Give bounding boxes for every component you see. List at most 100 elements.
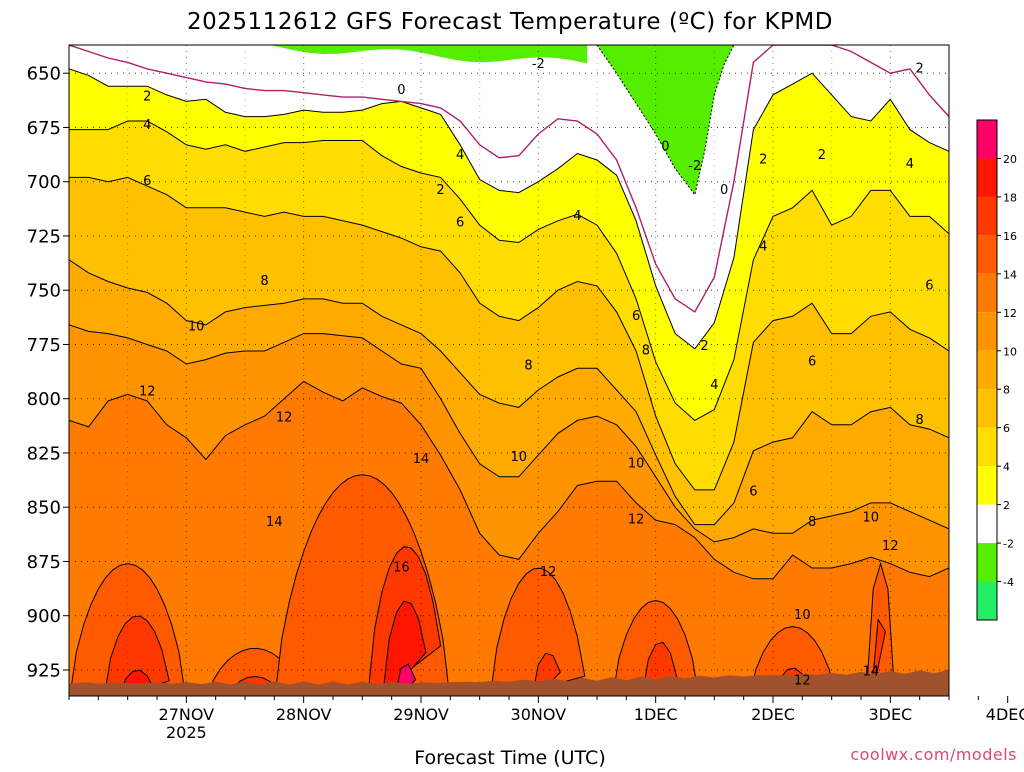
colorbar-swatch-0 xyxy=(977,120,997,159)
x-tick-label-0: 27NOV xyxy=(159,705,215,724)
y-tick-label-650: 650 xyxy=(27,64,61,85)
band-2-to-4 xyxy=(69,68,949,421)
contour-label-18: 12 xyxy=(276,411,293,426)
warm-cell-14c-10 xyxy=(489,567,586,696)
y-tick-label-675: 675 xyxy=(27,118,61,139)
contour-label-42: 12 xyxy=(882,539,899,554)
colorbar-label-3: 14 xyxy=(1003,268,1017,281)
y-tick-label-750: 750 xyxy=(27,281,61,302)
y-tick-label-700: 700 xyxy=(27,172,61,193)
band-8-to-10 xyxy=(69,259,949,542)
colorbar-swatch-5 xyxy=(977,312,997,351)
contour-label-38: 4 xyxy=(906,157,914,172)
chart-title: 2025112612 GFS Forecast Temperature (ºC)… xyxy=(187,9,833,35)
y-tick-label-725: 725 xyxy=(27,226,61,247)
contour-label-17: 12 xyxy=(139,385,156,400)
colorbar-swatch-10 xyxy=(977,504,997,544)
colorbar-swatch-9 xyxy=(977,466,997,505)
colorbar-label-7: 6 xyxy=(1003,422,1010,435)
contour-label-6: 2 xyxy=(818,148,826,163)
credit-link[interactable]: coolwx.com/models xyxy=(850,745,1017,764)
contour-label-13: 6 xyxy=(456,215,464,230)
contour-label-39: 6 xyxy=(925,278,933,293)
contour-label-19: 8 xyxy=(524,359,532,374)
x-tick-label-1: 28NOV xyxy=(276,705,332,724)
contour-label-31: 6 xyxy=(749,485,757,500)
contour-label-26: 16 xyxy=(393,560,410,575)
contour-label-11: 2 xyxy=(436,183,444,198)
contour-label-2: -2 xyxy=(532,57,545,72)
contour-label-24: 14 xyxy=(413,452,430,467)
isotherm-8c xyxy=(69,259,949,526)
colorbar-swatch-7 xyxy=(977,389,997,428)
isotherm-12c xyxy=(69,380,949,580)
contour-label-12: 6 xyxy=(143,174,151,189)
contour-label-21: 8 xyxy=(642,343,650,358)
contour-label-22: 10 xyxy=(511,450,528,465)
colorbar-label-1: 18 xyxy=(1003,191,1017,204)
colorbar-label-2: 16 xyxy=(1003,230,1017,243)
colorbar-label-10: -2 xyxy=(1003,538,1014,551)
band-6-to-8 xyxy=(69,177,949,525)
contour-label-27: 12 xyxy=(540,565,557,580)
band-10-to-12 xyxy=(69,324,949,579)
x-tick-label-4: 1DEC xyxy=(634,705,678,724)
contour-label-33: 10 xyxy=(794,608,811,623)
contour-label-16: 10 xyxy=(188,320,205,335)
grid-lines xyxy=(69,45,949,696)
contour-label-7: 2 xyxy=(916,61,924,76)
contour-label-40: 8 xyxy=(916,413,924,428)
isotherm-6c xyxy=(69,176,949,491)
contour-label-8: 0 xyxy=(994,92,1002,107)
subfreezing-region-top xyxy=(235,45,588,64)
contour-label-43: 14 xyxy=(863,665,880,680)
colorbar-swatch-12 xyxy=(977,581,997,620)
contour-label-3: 0 xyxy=(661,139,669,154)
colorbar-swatch-11 xyxy=(977,543,997,582)
colorbar-swatch-3 xyxy=(977,235,997,274)
colorbar: 20 18 16 14 12 10 8 6 4 2 -2 -4 xyxy=(976,119,1017,621)
contour-label-35: 6 xyxy=(808,354,816,369)
subfreezing-region-1 xyxy=(596,45,735,196)
warm-cell-12c-18 xyxy=(964,412,979,702)
contour-label-14: 4 xyxy=(573,209,581,224)
warm-cell-18c-8 xyxy=(382,600,427,696)
x-tick-label-7: 4DEC xyxy=(986,705,1024,724)
colorbar-swatch-6 xyxy=(977,350,997,390)
colorbar-label-4: 12 xyxy=(1003,307,1017,320)
x-axis-title: Forecast Time (UTC) xyxy=(414,747,605,768)
isotherm-10c xyxy=(69,324,949,543)
terrain-ground xyxy=(69,669,949,696)
x-tick-label-6: 3DEC xyxy=(868,705,912,724)
warm-cell-14c-19 xyxy=(967,530,974,703)
contour-label-4: -2 xyxy=(688,159,701,174)
contour-label-15: 8 xyxy=(260,274,268,289)
colorbar-label-5: 10 xyxy=(1003,345,1017,358)
contour-label-28: 12 xyxy=(628,513,645,528)
contour-label-32: 8 xyxy=(808,515,816,530)
y-tick-label-850: 850 xyxy=(27,498,61,519)
contour-label-41: 10 xyxy=(863,511,880,526)
band-neg2-to-0 xyxy=(69,45,949,312)
y-tick-label-900: 900 xyxy=(27,606,61,627)
contour-label-0: 2 xyxy=(143,90,151,105)
contour-label-25: 14 xyxy=(266,515,283,530)
y-tick-label-800: 800 xyxy=(27,389,61,410)
contour-label-1: 0 xyxy=(397,83,405,98)
x-tick-label-5: 2DEC xyxy=(751,705,795,724)
colorbar-swatch-4 xyxy=(977,273,997,313)
contour-label-30: 4 xyxy=(710,378,718,393)
colorbar-swatch-8 xyxy=(977,427,997,467)
colorbar-label-11: -4 xyxy=(1003,576,1014,589)
x-tick-sublabel-0: 2025 xyxy=(166,723,207,742)
band-4-to-6 xyxy=(69,121,949,490)
colorbar-swatch-1 xyxy=(977,158,997,197)
colorbar-label-9: 2 xyxy=(1003,499,1010,512)
x-tick-label-3: 30NOV xyxy=(511,705,567,724)
contour-label-20: 6 xyxy=(632,309,640,324)
isotherm-lines xyxy=(69,45,979,703)
